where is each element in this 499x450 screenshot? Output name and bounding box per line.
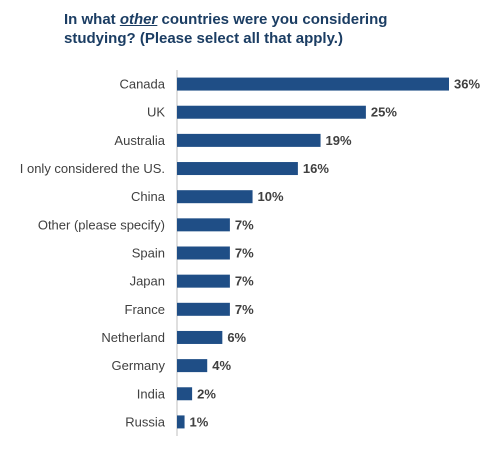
data-label: 10%	[258, 189, 284, 204]
data-label: 4%	[212, 358, 231, 373]
data-label: 2%	[197, 386, 216, 401]
category-label: Netherland	[101, 330, 165, 345]
data-label: 7%	[235, 302, 254, 317]
category-label: France	[125, 302, 165, 317]
data-label: 7%	[235, 246, 254, 261]
data-label: 16%	[303, 161, 329, 176]
bar	[177, 359, 208, 373]
category-label: Other (please specify)	[38, 217, 165, 232]
category-label: Germany	[112, 358, 166, 373]
bar	[177, 387, 193, 401]
bar	[177, 302, 230, 316]
data-label: 1%	[190, 414, 209, 429]
category-label: Australia	[114, 133, 165, 148]
category-label: Canada	[119, 77, 165, 92]
category-label: Japan	[130, 274, 165, 289]
bar	[177, 246, 230, 260]
title-line2: studying? (Please select all that apply.…	[64, 30, 343, 47]
bar	[177, 162, 298, 176]
data-label: 7%	[235, 217, 254, 232]
category-label: Spain	[132, 246, 165, 261]
title-emphasis: other	[119, 11, 158, 28]
bar	[177, 274, 230, 288]
category-label: China	[131, 189, 166, 204]
category-label: UK	[147, 105, 165, 120]
title-line1-post: countries were you considering	[157, 11, 388, 28]
bar-group: Canada 36% UK 25% Australia 19% I only conside…	[20, 77, 481, 430]
data-label: 36%	[454, 77, 480, 92]
bar	[177, 415, 185, 429]
bar	[177, 77, 449, 91]
data-label: 6%	[227, 330, 246, 345]
category-label: India	[137, 386, 166, 401]
data-label: 25%	[371, 105, 397, 120]
category-label: I only considered the US.	[20, 161, 165, 176]
bar	[177, 190, 253, 204]
bar	[177, 330, 223, 344]
bar	[177, 133, 321, 147]
bar	[177, 218, 230, 232]
category-label: Russia	[125, 414, 166, 429]
title-line1-pre: In what	[64, 11, 120, 28]
chart-title: In what other countries were you conside…	[64, 10, 444, 48]
bar	[177, 105, 366, 119]
data-label: 7%	[235, 274, 254, 289]
data-label: 19%	[326, 133, 352, 148]
